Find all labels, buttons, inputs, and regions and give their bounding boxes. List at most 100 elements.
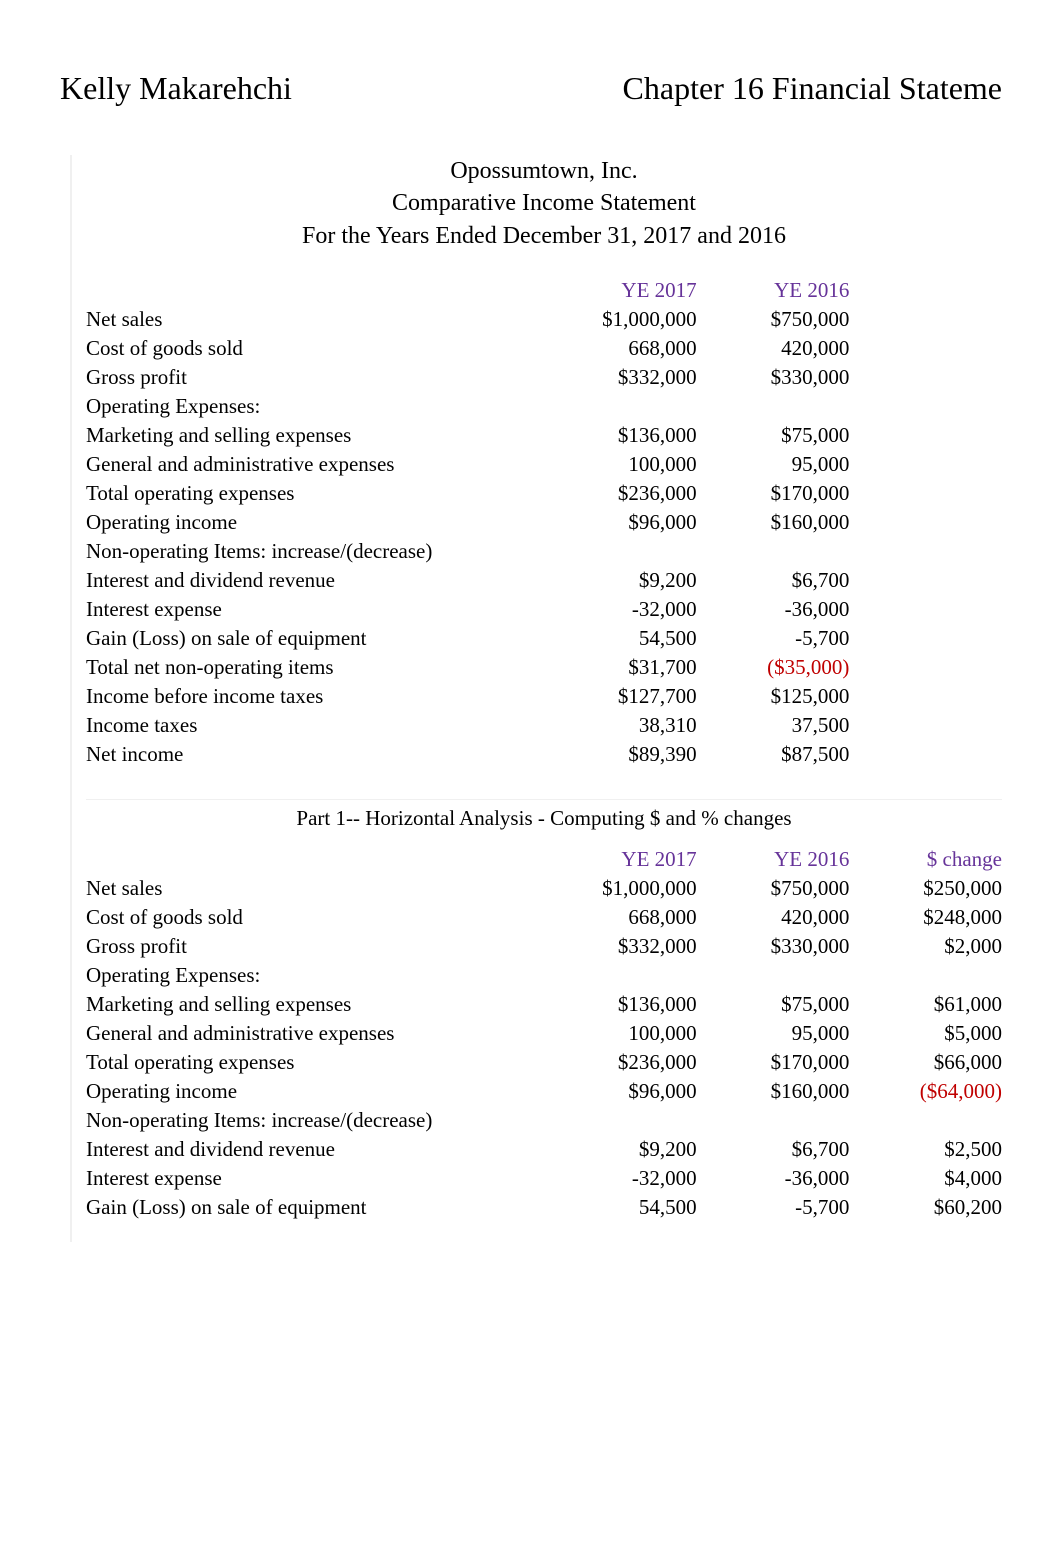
cell-2016 <box>697 961 850 990</box>
cell-change: ($64,000) <box>849 1077 1002 1106</box>
table-row: General and administrative expenses100,0… <box>86 450 1002 479</box>
statement-title: Comparative Income Statement <box>86 187 1002 219</box>
cell-2017: $136,000 <box>544 421 697 450</box>
cell-2017: 668,000 <box>544 334 697 363</box>
cell-change: $250,000 <box>849 874 1002 903</box>
cell-2016: $6,700 <box>697 1135 850 1164</box>
document-page: Kelly Makarehchi Chapter 16 Financial St… <box>0 0 1062 1282</box>
cell-empty <box>849 624 1002 653</box>
cell-2016: $160,000 <box>697 1077 850 1106</box>
row-label: Net income <box>86 740 544 769</box>
cell-2016: $750,000 <box>697 305 850 334</box>
row-label: Interest and dividend revenue <box>86 566 544 595</box>
cell-2016: 420,000 <box>697 334 850 363</box>
row-label: Gross profit <box>86 363 544 392</box>
cell-2017 <box>544 392 697 421</box>
cell-2017: $96,000 <box>544 1077 697 1106</box>
cell-2016: -36,000 <box>697 595 850 624</box>
cell-empty <box>849 682 1002 711</box>
cell-2016 <box>697 1106 850 1135</box>
cell-2017: -32,000 <box>544 1164 697 1193</box>
cell-2016: $75,000 <box>697 421 850 450</box>
table-row: Operating income$96,000$160,000($64,000) <box>86 1077 1002 1106</box>
row-label: Cost of goods sold <box>86 334 544 363</box>
cell-2017: $9,200 <box>544 1135 697 1164</box>
cell-change: $2,500 <box>849 1135 1002 1164</box>
cell-change: $60,200 <box>849 1193 1002 1222</box>
cell-empty <box>849 740 1002 769</box>
table-row: Interest and dividend revenue$9,200$6,70… <box>86 566 1002 595</box>
table-row: Gain (Loss) on sale of equipment54,500-5… <box>86 624 1002 653</box>
cell-2017: $89,390 <box>544 740 697 769</box>
row-label: Net sales <box>86 874 544 903</box>
statement-heading: Opossumtown, Inc. Comparative Income Sta… <box>86 155 1002 252</box>
cell-2017: $136,000 <box>544 990 697 1019</box>
cell-change <box>849 961 1002 990</box>
cell-2017 <box>544 961 697 990</box>
table-row: Non-operating Items: increase/(decrease) <box>86 1106 1002 1135</box>
cell-2017: $332,000 <box>544 363 697 392</box>
table-row: Total operating expenses$236,000$170,000… <box>86 1048 1002 1077</box>
cell-2016: $170,000 <box>697 1048 850 1077</box>
table-row: Interest expense-32,000-36,000 <box>86 595 1002 624</box>
row-label: Non-operating Items: increase/(decrease) <box>86 537 544 566</box>
row-label: Gross profit <box>86 932 544 961</box>
table-row: Cost of goods sold668,000420,000 <box>86 334 1002 363</box>
cell-change: $2,000 <box>849 932 1002 961</box>
cell-change: $66,000 <box>849 1048 1002 1077</box>
row-label: Net sales <box>86 305 544 334</box>
cell-empty <box>849 363 1002 392</box>
cell-2017: $96,000 <box>544 508 697 537</box>
table-row: Net sales$1,000,000$750,000 <box>86 305 1002 334</box>
row-label: General and administrative expenses <box>86 1019 544 1048</box>
table-row: Marketing and selling expenses$136,000$7… <box>86 990 1002 1019</box>
table-row: Net income$89,390$87,500 <box>86 740 1002 769</box>
row-label: Total operating expenses <box>86 479 544 508</box>
cell-empty <box>849 711 1002 740</box>
table-row: Total net non-operating items$31,700($35… <box>86 653 1002 682</box>
cell-2016: ($35,000) <box>697 653 850 682</box>
cell-change: $4,000 <box>849 1164 1002 1193</box>
part1-divider-title: Part 1-- Horizontal Analysis - Computing… <box>86 799 1002 831</box>
cell-2017: 54,500 <box>544 1193 697 1222</box>
horizontal-analysis-table: YE 2017 YE 2016 $ change Net sales$1,000… <box>86 845 1002 1222</box>
row-label: Gain (Loss) on sale of equipment <box>86 1193 544 1222</box>
col-header-2016: YE 2016 <box>697 845 850 874</box>
table-row: Gross profit$332,000$330,000$2,000 <box>86 932 1002 961</box>
table-row: Non-operating Items: increase/(decrease) <box>86 537 1002 566</box>
cell-2016: $87,500 <box>697 740 850 769</box>
cell-2017: 100,000 <box>544 1019 697 1048</box>
row-label: Cost of goods sold <box>86 903 544 932</box>
cell-2016: 95,000 <box>697 1019 850 1048</box>
cell-2017: -32,000 <box>544 595 697 624</box>
cell-2017: 38,310 <box>544 711 697 740</box>
cell-2017: $236,000 <box>544 1048 697 1077</box>
cell-empty <box>849 566 1002 595</box>
cell-2016: $330,000 <box>697 363 850 392</box>
cell-change: $248,000 <box>849 903 1002 932</box>
cell-2017: $9,200 <box>544 566 697 595</box>
table-row: Operating Expenses: <box>86 392 1002 421</box>
cell-2016: 95,000 <box>697 450 850 479</box>
row-label: Operating Expenses: <box>86 392 544 421</box>
cell-2016: $75,000 <box>697 990 850 1019</box>
table-row: Net sales$1,000,000$750,000$250,000 <box>86 874 1002 903</box>
cell-2016: 37,500 <box>697 711 850 740</box>
cell-empty <box>849 450 1002 479</box>
col-header-2017: YE 2017 <box>544 276 697 305</box>
cell-empty <box>849 479 1002 508</box>
cell-change: $61,000 <box>849 990 1002 1019</box>
cell-2016: $125,000 <box>697 682 850 711</box>
row-label: Non-operating Items: increase/(decrease) <box>86 1106 544 1135</box>
cell-2017: $236,000 <box>544 479 697 508</box>
row-label: Operating income <box>86 508 544 537</box>
cell-empty <box>849 305 1002 334</box>
table-row: General and administrative expenses100,0… <box>86 1019 1002 1048</box>
table-row: Total operating expenses$236,000$170,000 <box>86 479 1002 508</box>
table-row: Operating Expenses: <box>86 961 1002 990</box>
period-line: For the Years Ended December 31, 2017 an… <box>86 220 1002 252</box>
row-label: Income before income taxes <box>86 682 544 711</box>
cell-2017 <box>544 537 697 566</box>
table-row: Income before income taxes$127,700$125,0… <box>86 682 1002 711</box>
cell-2017: 100,000 <box>544 450 697 479</box>
